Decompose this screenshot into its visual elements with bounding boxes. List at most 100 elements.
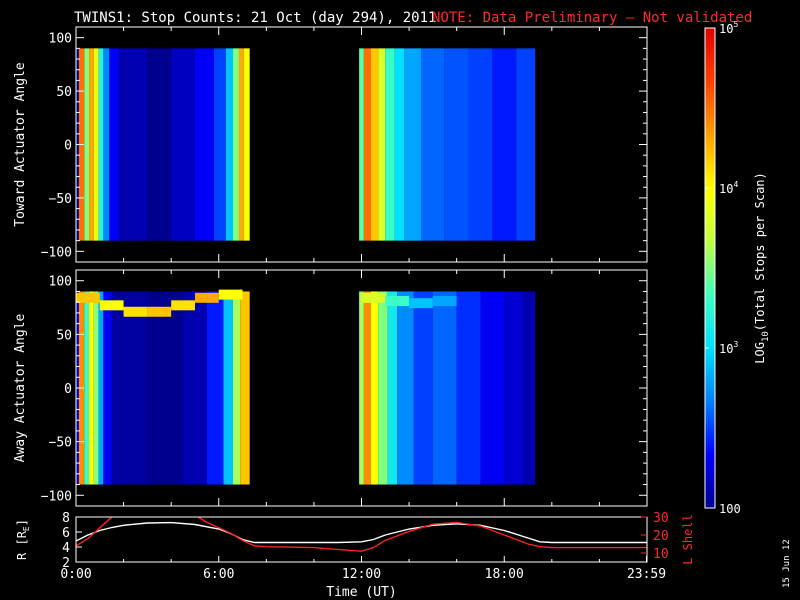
heatmap-column bbox=[480, 291, 505, 485]
heatmap-column bbox=[404, 48, 421, 241]
colorbar-tick-label: 104 bbox=[719, 180, 738, 196]
heatmap-column bbox=[109, 48, 119, 241]
heatmap-column bbox=[238, 48, 244, 241]
y-left-axis-label-main: R [R bbox=[15, 530, 29, 560]
y-tick-label: −100 bbox=[41, 245, 72, 260]
heatmap-column bbox=[516, 48, 536, 241]
y-left-tick-label: 8 bbox=[62, 511, 70, 526]
heatmap-column bbox=[240, 291, 250, 485]
heatmap-column bbox=[89, 291, 94, 485]
heatmap-column bbox=[89, 48, 94, 241]
heatmap-column bbox=[397, 291, 414, 485]
heatmap-column bbox=[444, 48, 469, 241]
heatmap-column bbox=[213, 48, 226, 241]
chart-title: TWINS1: Stop Counts: 21 Oct (day 294), 2… bbox=[74, 10, 436, 26]
heatmap-column bbox=[243, 48, 250, 241]
y-tick-label: 100 bbox=[49, 32, 72, 47]
x-tick-label: 23:59 bbox=[627, 567, 666, 582]
y-tick-label: 0 bbox=[64, 382, 72, 397]
heatmap-column bbox=[233, 291, 241, 485]
x-axis-label: Time (UT) bbox=[326, 585, 396, 600]
orbit-series-r bbox=[76, 521, 647, 544]
y-right-axis-label: L Shell bbox=[681, 514, 695, 565]
colorbar-label: LOG10(Total Stops per Scan) bbox=[753, 172, 771, 363]
heatmap-column bbox=[223, 291, 234, 485]
heatmap-band-cell bbox=[385, 296, 410, 307]
y-tick-label: 50 bbox=[56, 85, 72, 100]
heatmap-column bbox=[371, 48, 379, 241]
y-tick-label: −50 bbox=[49, 192, 72, 207]
y-axis-label: Away Actuator Angle bbox=[13, 313, 28, 462]
heatmap-column bbox=[233, 48, 239, 241]
heatmap-column bbox=[378, 291, 388, 485]
preliminary-note: NOTE: Data Preliminary – Not validated bbox=[432, 10, 752, 26]
heatmap-band-cell bbox=[194, 292, 219, 303]
y-left-axis-label-end: ] bbox=[15, 519, 29, 526]
heatmap-column bbox=[359, 291, 364, 485]
heatmap-column bbox=[103, 291, 112, 485]
heatmap-column bbox=[93, 291, 99, 485]
colorbar-tick-label: 103 bbox=[719, 340, 738, 356]
heatmap-column bbox=[363, 48, 372, 241]
heatmap-column bbox=[387, 291, 398, 485]
heatmap-column bbox=[371, 291, 379, 485]
y-right-tick-label: 10 bbox=[653, 547, 669, 562]
y-left-axis-label: R [RE] bbox=[15, 519, 31, 560]
heatmap-column bbox=[171, 48, 195, 241]
y-left-tick-label: 2 bbox=[62, 556, 70, 571]
colorbar-tick-exponent: 4 bbox=[733, 180, 738, 189]
y-tick-label: −100 bbox=[41, 489, 72, 504]
y-right-tick-label: 30 bbox=[653, 511, 669, 526]
y-tick-label: 0 bbox=[64, 139, 72, 154]
colorbar-tick-base: 100 bbox=[719, 502, 741, 516]
heatmap-band-cell bbox=[218, 289, 243, 300]
y-tick-label: 100 bbox=[49, 275, 72, 290]
heatmap-band-cell bbox=[99, 300, 124, 311]
heatmap-column bbox=[378, 48, 386, 241]
colorbar-tick-exponent: 3 bbox=[733, 340, 738, 349]
colorbar-tick-label: 100 bbox=[719, 502, 741, 516]
colorbar-tick-exponent: 5 bbox=[733, 20, 738, 29]
generation-date: 15 Jun 12 bbox=[782, 539, 792, 588]
y-axis-label: Toward Actuator Angle bbox=[13, 62, 28, 227]
heatmap-column bbox=[84, 48, 90, 241]
y-tick-label: 50 bbox=[56, 328, 72, 343]
y-left-axis-label-sub: E bbox=[22, 526, 31, 531]
heatmap-column bbox=[523, 291, 536, 485]
heatmap-column bbox=[103, 48, 110, 241]
heatmap-column bbox=[98, 291, 104, 485]
away-angle-panel: −100 −50 0 50 100 Away Actuator Angle bbox=[13, 269, 648, 507]
heatmap-column bbox=[93, 48, 99, 241]
heatmap-column bbox=[413, 291, 433, 485]
heatmap-column bbox=[492, 48, 517, 241]
y-left-tick-label: 6 bbox=[62, 526, 70, 541]
heatmap-column bbox=[420, 48, 445, 241]
heatmap-column bbox=[363, 291, 372, 485]
colorbar-tick-base: 10 bbox=[719, 22, 733, 36]
heatmap-band-cell bbox=[432, 296, 457, 307]
heatmap-column bbox=[98, 48, 104, 241]
colorbar-label-log: LOG bbox=[753, 342, 767, 364]
heatmap-band-cell bbox=[147, 306, 172, 317]
x-tick-label: 0:00 bbox=[60, 567, 91, 582]
heatmap-column bbox=[194, 48, 214, 241]
x-tick-label: 6:00 bbox=[203, 567, 234, 582]
y-right-tick-label: 20 bbox=[653, 529, 669, 544]
y-left-tick-label: 4 bbox=[62, 541, 70, 556]
heatmap-column bbox=[225, 48, 234, 241]
heatmap-band-cell bbox=[409, 298, 433, 309]
heatmap-column bbox=[456, 291, 481, 485]
heatmap-band-cell bbox=[171, 300, 195, 311]
heatmap-column bbox=[394, 48, 405, 241]
colorbar-tick-label: 105 bbox=[719, 20, 738, 36]
heatmap-column bbox=[359, 48, 364, 241]
heatmap-column bbox=[111, 291, 148, 485]
heatmap-column bbox=[206, 291, 224, 485]
colorbar-tick-base: 10 bbox=[719, 182, 733, 196]
colorbar-scale bbox=[704, 27, 716, 509]
toward-angle-panel: −100 −50 0 50 100 Toward Actuator Angle bbox=[13, 26, 648, 263]
